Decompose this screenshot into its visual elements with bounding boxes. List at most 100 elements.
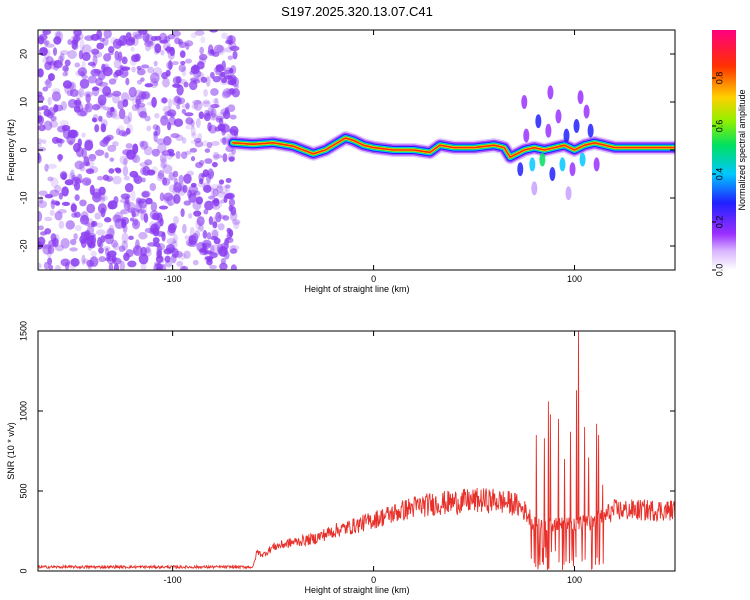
ridge-blob: [535, 114, 542, 129]
noise-blob: [221, 60, 227, 72]
noise-blob: [210, 140, 220, 147]
colorbar-tick-label: 0.0: [714, 264, 724, 277]
snr-y-tick-label: 1000: [18, 401, 28, 421]
noise-blob: [49, 120, 59, 128]
noise-blob: [224, 106, 229, 114]
noise-blob: [181, 108, 187, 114]
colorbar-tick-label: 0.2: [714, 216, 724, 229]
noise-blob: [43, 261, 50, 270]
noise-blob: [132, 248, 139, 255]
noise-blob: [228, 156, 235, 162]
noise-blob: [84, 139, 94, 151]
spectrogram-x-ticks: -100 0 100: [164, 30, 582, 284]
snr-y-tick-label: 0: [18, 568, 28, 573]
noise-blob: [160, 158, 168, 168]
spectrogram-y-tick-label: 0: [18, 147, 28, 152]
noise-blob: [210, 49, 215, 55]
noise-blob: [157, 170, 165, 180]
noise-blob: [143, 146, 153, 156]
noise-blob: [160, 115, 169, 126]
noise-blob: [86, 225, 95, 235]
noise-blob: [161, 150, 172, 156]
noise-blob: [209, 30, 219, 33]
noise-blob: [198, 225, 205, 232]
noise-blob: [227, 80, 237, 86]
noise-blob: [100, 123, 107, 133]
noise-blob: [230, 264, 237, 270]
noise-blob: [212, 221, 218, 229]
noise-blob: [168, 172, 175, 181]
spectrogram-y-label: Frequency (Hz): [6, 119, 16, 181]
noise-blob: [123, 200, 131, 211]
noise-blob: [156, 266, 162, 270]
noise-blob: [151, 148, 160, 157]
noise-blob: [99, 37, 106, 42]
noise-blob: [156, 260, 162, 270]
noise-blob: [170, 112, 175, 119]
noise-blob: [91, 117, 98, 123]
noise-blob: [64, 179, 74, 186]
noise-blob: [167, 49, 175, 60]
noise-blob: [132, 219, 141, 230]
noise-blob: [202, 99, 211, 105]
noise-blob: [212, 97, 218, 104]
noise-blob: [187, 213, 193, 219]
noise-blob: [129, 217, 134, 222]
snr-x-tick-label: 100: [567, 575, 582, 585]
noise-blob: [211, 229, 219, 239]
colorbar-tick-label: 0.4: [714, 168, 724, 181]
ridge-blob: [569, 162, 576, 177]
noise-blob: [107, 144, 117, 153]
noise-blob: [112, 38, 123, 50]
noise-blob: [173, 177, 178, 186]
noise-blob: [44, 216, 53, 222]
noise-blob: [164, 47, 175, 52]
noise-blob: [196, 61, 205, 70]
noise-blob: [89, 184, 95, 196]
noise-blob: [137, 105, 147, 117]
noise-blob: [71, 39, 78, 50]
noise-blob: [64, 59, 71, 67]
noise-blob: [212, 75, 221, 83]
noise-blob: [103, 106, 111, 111]
noise-blob: [159, 217, 164, 227]
noise-blob: [47, 96, 52, 106]
noise-blob: [119, 155, 129, 165]
noise-blob: [108, 46, 115, 54]
noise-blob: [194, 30, 205, 36]
noise-blob: [160, 264, 167, 270]
noise-blob: [133, 218, 139, 227]
noise-blob: [191, 103, 199, 110]
noise-blob: [163, 135, 172, 146]
noise-blob: [198, 111, 205, 120]
ridge-blob: [521, 95, 528, 109]
noise-blob: [185, 117, 194, 125]
noise-blob: [84, 222, 91, 227]
noise-blob: [146, 125, 152, 132]
noise-blob: [127, 260, 137, 268]
noise-blob: [164, 255, 171, 263]
noise-blob: [163, 196, 170, 204]
noise-blob: [136, 102, 146, 108]
noise-blob: [183, 250, 191, 259]
snr-y-tick-label: 500: [18, 483, 28, 498]
noise-blob: [161, 177, 171, 186]
noise-blob: [166, 122, 172, 131]
spectrogram-x-tick-label: -100: [164, 274, 182, 284]
ridge-blob: [529, 157, 536, 172]
noise-blob: [164, 260, 173, 268]
colorbar-tick-label: 0.8: [714, 72, 724, 85]
ridge-blob: [565, 186, 572, 201]
noise-blob: [45, 43, 55, 48]
noise-blob: [189, 147, 198, 153]
noise-blob: [204, 158, 213, 164]
spectrogram-heatmap: [38, 30, 675, 270]
noise-blob: [74, 160, 85, 170]
noise-blob: [162, 164, 173, 174]
noise-blob: [134, 33, 143, 40]
noise-blob: [141, 191, 150, 198]
noise-blob: [192, 99, 202, 105]
noise-blob: [216, 185, 224, 193]
noise-blob: [152, 213, 160, 221]
noise-blob: [221, 32, 228, 40]
